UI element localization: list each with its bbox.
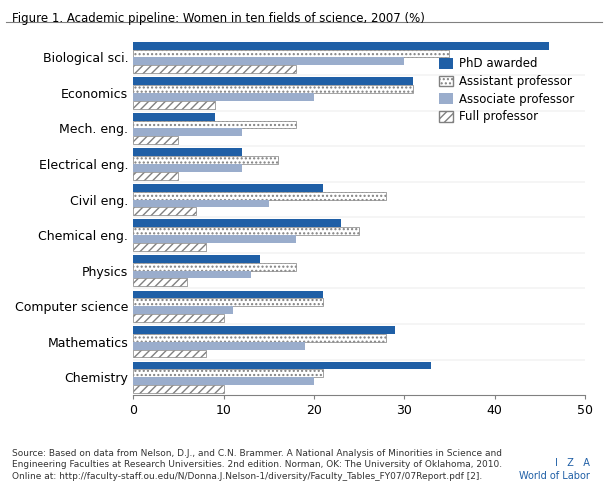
Bar: [133, 278, 187, 286]
Bar: [133, 255, 260, 263]
Bar: [133, 377, 314, 385]
Bar: [133, 271, 250, 278]
Bar: [133, 113, 215, 121]
Bar: [133, 235, 296, 243]
Bar: [133, 156, 278, 164]
Bar: [133, 129, 241, 136]
Bar: [133, 50, 449, 57]
Bar: [133, 57, 404, 65]
Bar: [133, 42, 549, 50]
Bar: [133, 306, 233, 314]
Bar: [133, 184, 323, 191]
Bar: [133, 199, 269, 207]
Bar: [133, 77, 413, 85]
Bar: [133, 148, 241, 156]
Legend: PhD awarded, Assistant professor, Associate professor, Full professor: PhD awarded, Assistant professor, Associ…: [434, 53, 579, 128]
Bar: [133, 350, 206, 357]
Bar: [133, 291, 323, 299]
Bar: [133, 65, 296, 73]
Bar: [133, 263, 296, 271]
Bar: [133, 136, 178, 144]
Text: I   Z   A
World of Labor: I Z A World of Labor: [519, 458, 590, 481]
Bar: [133, 369, 323, 377]
Bar: [133, 243, 206, 251]
Bar: [133, 219, 341, 227]
Bar: [133, 164, 241, 172]
Text: Figure 1. Academic pipeline: Women in ten fields of science, 2007 (%): Figure 1. Academic pipeline: Women in te…: [12, 12, 425, 25]
Bar: [133, 121, 296, 129]
Text: Source: Based on data from Nelson, D.J., and C.N. Brammer. A National Analysis o: Source: Based on data from Nelson, D.J.,…: [12, 449, 502, 481]
Bar: [133, 85, 413, 93]
Bar: [133, 385, 224, 393]
Bar: [133, 101, 215, 109]
Bar: [133, 93, 314, 101]
Bar: [133, 342, 305, 350]
Bar: [133, 207, 196, 215]
Bar: [133, 191, 386, 199]
Bar: [133, 326, 395, 334]
Bar: [133, 299, 323, 306]
Bar: [133, 314, 224, 322]
Bar: [133, 227, 359, 235]
Bar: [133, 362, 432, 369]
Bar: [133, 334, 386, 342]
Bar: [133, 172, 178, 180]
